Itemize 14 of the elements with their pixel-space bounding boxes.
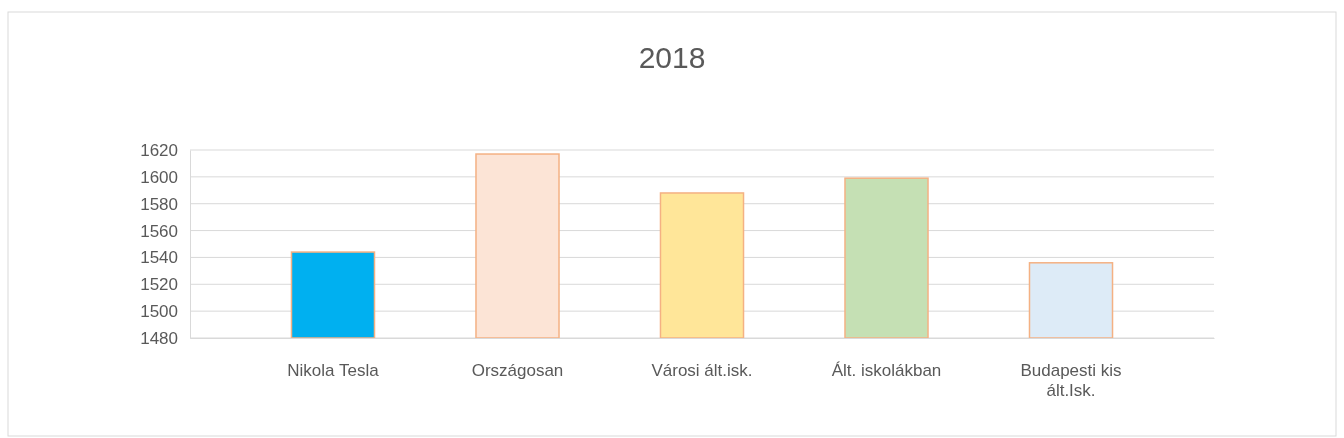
x-tick-label: Országosan	[471, 361, 564, 381]
x-tick-label: Budapesti kis ált.Isk.	[1020, 361, 1122, 401]
x-tick-label: Városi ált.isk.	[651, 361, 753, 381]
x-tick-label: Nikola Tesla	[287, 361, 380, 381]
y-tick-label: 1600	[140, 167, 178, 187]
y-tick-label: 1500	[140, 302, 178, 322]
y-tick-label: 1580	[140, 194, 178, 214]
y-tick-label: 1520	[140, 275, 178, 295]
y-tick-label: 1620	[140, 140, 178, 160]
y-tick-label: 1560	[140, 221, 178, 241]
y-tick-label: 1480	[140, 328, 178, 348]
x-tick-label: Ált. iskolákban	[831, 361, 942, 381]
chart-title: 2018	[638, 41, 706, 74]
y-tick-label: 1540	[140, 248, 178, 268]
